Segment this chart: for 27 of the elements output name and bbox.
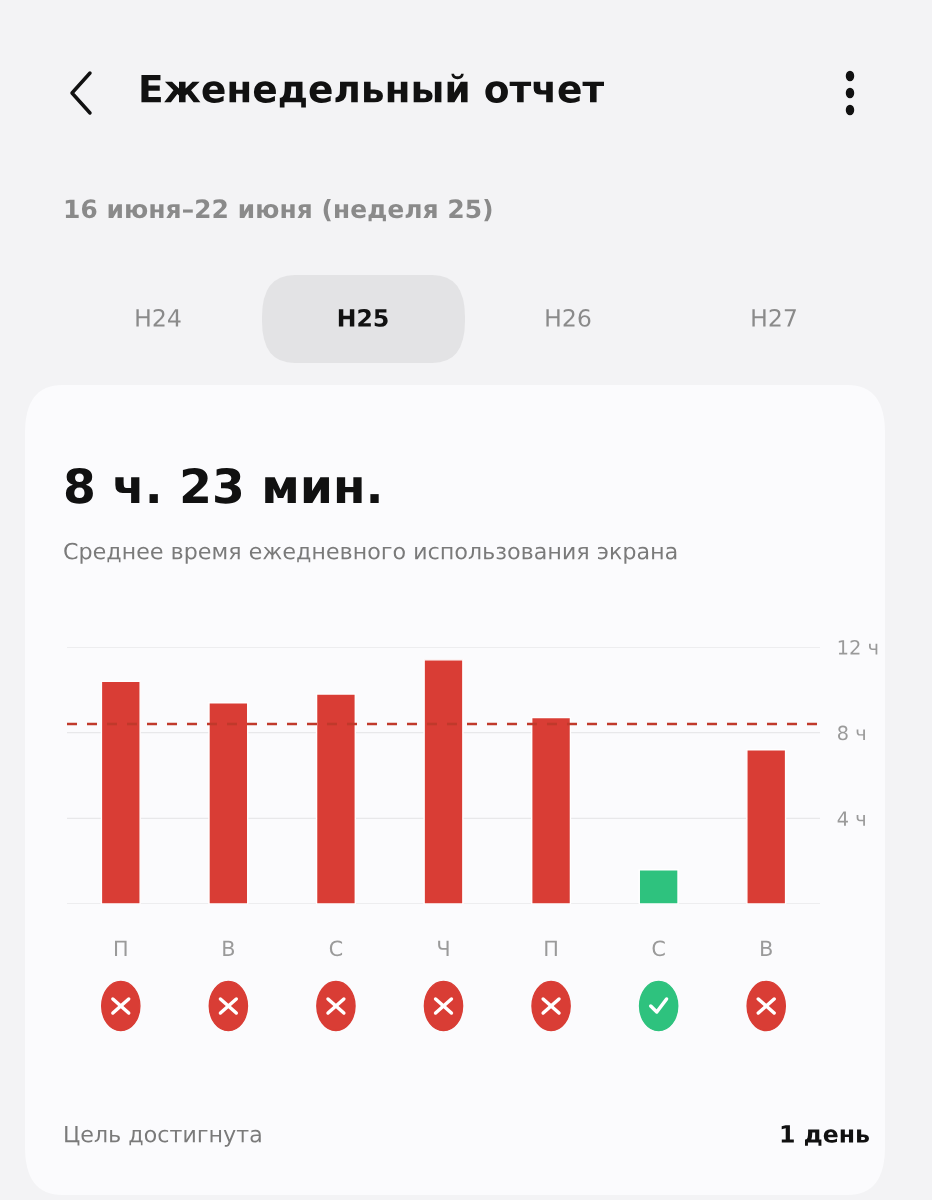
text: Н24 bbox=[136, 308, 181, 327]
chart-subtitle: Среднее время ежедневного использования экрана bbox=[64, 542, 677, 564]
chart-title: 8 ч. 23 мин. bbox=[65, 467, 379, 504]
bar bbox=[423, 659, 464, 904]
bar bbox=[531, 716, 572, 904]
x-tick-label: П bbox=[545, 940, 557, 956]
text: Еженедельный отчет bbox=[141, 73, 604, 108]
bar bbox=[100, 680, 141, 904]
text: Н27 bbox=[752, 308, 796, 327]
bar bbox=[638, 869, 679, 904]
text: Н26 bbox=[546, 308, 591, 327]
x-tick-label: П bbox=[115, 940, 127, 956]
y-tick-label: 8 ч bbox=[837, 725, 865, 741]
x-tick-label: С bbox=[652, 940, 665, 957]
text: 1 день bbox=[781, 1125, 869, 1146]
x-tick-label: С bbox=[329, 940, 343, 957]
y-tick-label: 12 ч bbox=[838, 639, 878, 655]
x-tick-label: Ч bbox=[438, 940, 449, 956]
x-tick-label: В bbox=[761, 940, 772, 956]
x-tick-label: В bbox=[223, 940, 235, 956]
text: Н25 bbox=[338, 308, 388, 327]
text: Цель достигнута bbox=[65, 1125, 261, 1147]
y-tick-label: 4 ч bbox=[837, 811, 865, 826]
bar bbox=[208, 701, 249, 904]
bar bbox=[315, 693, 356, 904]
text: 16 июня–22 июня (неделя 25) bbox=[65, 198, 492, 222]
bar bbox=[746, 749, 787, 904]
